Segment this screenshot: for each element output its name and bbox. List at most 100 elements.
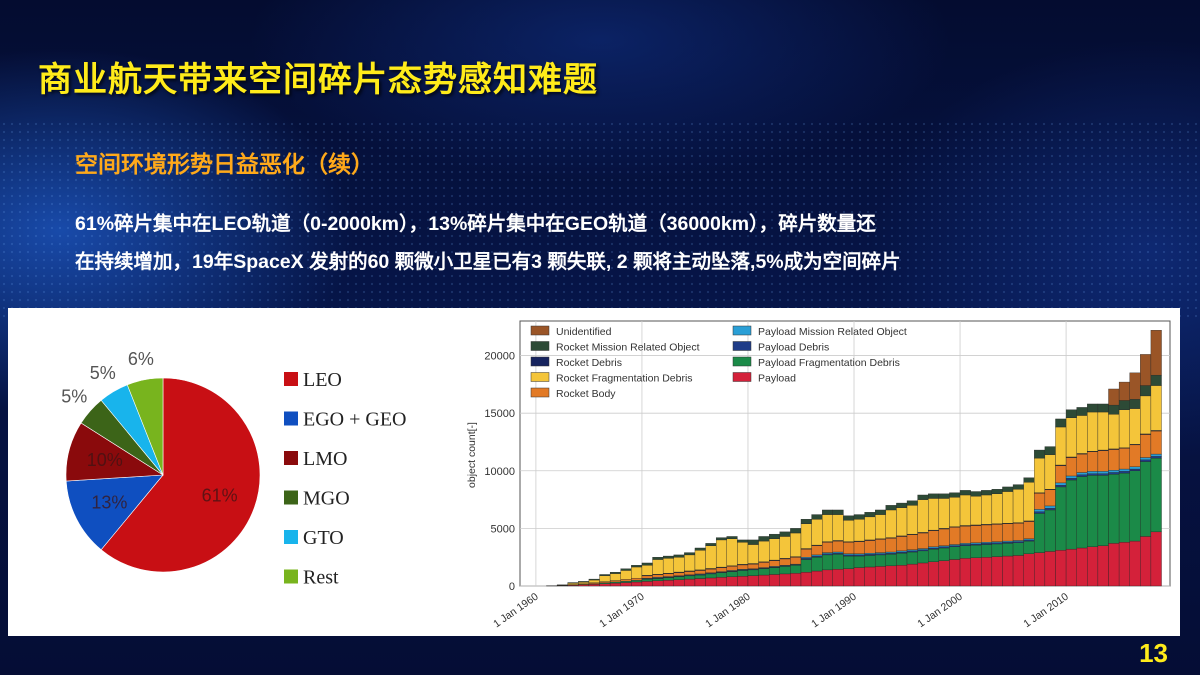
bar-segment [917,550,929,564]
bar-segment [811,514,823,520]
bar-segment [959,545,971,559]
bar-segment [991,493,1003,524]
bar-segment [1140,354,1152,386]
bar-segment [1097,473,1109,476]
bar-segment [875,566,886,587]
bar-segment [779,558,791,566]
bar-segment [631,581,643,587]
bar-segment [1129,444,1141,467]
bar-segment [1065,479,1077,550]
bar-segment [578,581,590,584]
bar-segment [864,540,876,554]
bar-segment [875,509,886,515]
y-tick-label: 5000 [491,523,515,535]
bar-segment [928,561,940,587]
bar-segment [641,581,653,587]
legend-label: GTO [303,527,344,549]
bar-segment [832,569,844,587]
bar-segment [1034,449,1046,459]
bar-segment [620,570,632,580]
legend-label: Payload Mission Related Object [758,326,907,338]
bar-segment [747,544,759,564]
bar-segment [684,554,696,572]
legend-label: EGO + GEO [303,409,407,431]
bar-segment [779,536,791,559]
bar-segment [800,548,812,558]
bar-legend-item: Rocket Fragmentation Debris [530,372,693,385]
bar-segment [1065,417,1077,458]
y-tick-label: 10000 [484,466,515,478]
legend-label: Unidentified [556,326,612,338]
bar-segment [1076,472,1088,475]
slide-title: 商业航天带来空间碎片态势感知难题 [38,61,598,99]
bar-segment [853,555,865,568]
bar-segment [1065,548,1077,587]
pie-legend-item: GTO [284,527,344,549]
bar-segment [705,543,717,546]
pie-legend-item: EGO + GEO [284,409,407,431]
bar-segment [662,555,674,559]
bar-segment [875,514,886,539]
bar-segment [588,584,600,587]
bar-segment [1118,472,1130,543]
bar-segment [1076,415,1088,454]
bar-legend-item: Payload [732,372,796,385]
bar-segment [1065,475,1077,479]
bar-segment [715,572,727,578]
bar-segment [1097,450,1109,472]
bar-segment [928,493,940,499]
bar-segment [1140,434,1152,458]
bar-segment [769,533,780,539]
bar-segment [631,580,643,583]
bar-segment [641,575,653,579]
bar-segment [1034,511,1046,514]
pie-slice-ego-geo [65,474,164,551]
bar-segment [1150,457,1162,533]
bar-segment [779,573,791,587]
bar-segment [758,568,770,576]
bar-segment [694,570,706,575]
bar-segment [1129,470,1141,542]
bar-segment [1129,399,1141,409]
bar-segment [673,572,685,576]
bar-segment [1012,484,1024,490]
bar-segment [652,559,664,575]
slide-body-text: 61%碎片集中在LEO轨道（0-2000km），13%碎片集中在GEO轨道（36… [75,205,1175,281]
body-line-1: 61%碎片集中在LEO轨道（0-2000km），13%碎片集中在GEO轨道（36… [75,213,876,235]
bar-legend-item: Rocket Mission Related Object [530,341,700,354]
legend-swatch [284,411,298,426]
pie-data-label: 10% [87,450,123,470]
bar-segment [800,559,812,573]
legend-label: Rocket Debris [556,357,622,369]
pie-data-label: 61% [202,485,238,505]
bar-segment [662,577,674,581]
bar-segment [684,552,696,556]
bar-segment [631,566,643,579]
legend-swatch [530,356,550,367]
y-tick-label: 20000 [484,351,515,363]
legend-label: Rocket Body [556,388,616,400]
bar-segment [1118,400,1130,410]
bar-segment [1044,509,1056,552]
legend-label: Rocket Fragmentation Debris [556,373,693,385]
bar-segment [769,538,780,561]
bar-segment [811,570,823,587]
bar-segment [822,554,833,571]
bar-segment [1044,446,1056,455]
bar-segment [1044,505,1056,509]
bar-segment [1140,536,1152,587]
bar-segment [896,536,908,552]
bar-segment [875,554,886,567]
bar-segment [715,567,727,572]
bar-segment [567,582,579,584]
bar-segment [737,576,749,587]
bar-segment [1108,414,1120,450]
bar-segment [609,571,621,574]
bar-segment [1055,485,1067,488]
bar-segment [1097,471,1109,474]
slide-subtitle: 空间环境形势日益恶化（续） [75,151,374,177]
bar-segment [1129,466,1141,470]
bar-segment [641,565,653,576]
bar-segment [1087,475,1099,548]
